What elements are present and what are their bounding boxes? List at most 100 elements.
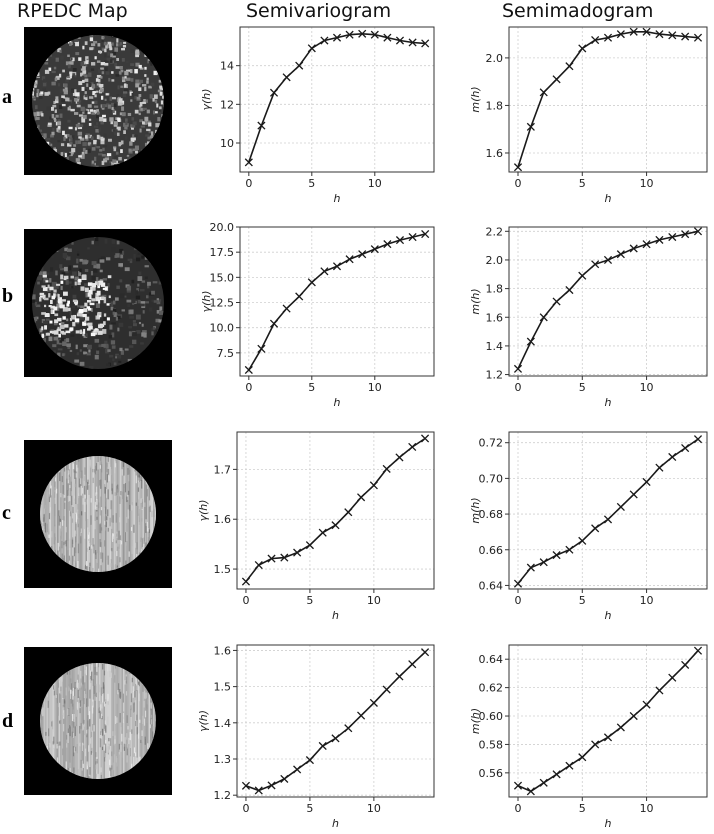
x-axis-label: h [334, 192, 341, 205]
data-point-marker [257, 344, 266, 353]
y-tick-label: 1.2 [214, 789, 232, 802]
data-point-marker [332, 262, 342, 271]
data-point-marker [681, 32, 690, 41]
data-point-marker [513, 163, 523, 172]
data-point-marker [370, 30, 379, 39]
data-point-marker [629, 490, 638, 499]
x-tick-label: 5 [306, 594, 313, 607]
data-point-marker [578, 44, 587, 53]
plot-frame [508, 226, 708, 377]
y-tick-label: 0.72 [479, 437, 504, 450]
y-axis-label: γ(h) [200, 290, 213, 312]
y-tick-label: 7.5 [217, 347, 235, 360]
data-point-marker [357, 493, 366, 502]
data-point-marker [539, 558, 548, 567]
x-tick-label: 5 [579, 594, 586, 607]
x-tick-label: 5 [579, 177, 586, 190]
data-point-marker [565, 285, 574, 295]
y-tick-label: 0.58 [479, 738, 504, 751]
data-point-marker [305, 541, 314, 550]
map-image-b [32, 237, 164, 369]
y-tick-label: 1.6 [486, 147, 504, 160]
data-point-marker [420, 648, 430, 657]
y-tick-label: 1.5 [214, 563, 232, 576]
chart-d-semivariogram: 0 5 10 1.2 1.3 1.4 1.5 1.6 h γ(h) [197, 644, 435, 830]
x-tick-label: 10 [367, 594, 381, 607]
series-line [245, 651, 426, 792]
x-tick-label: 10 [640, 802, 654, 815]
data-point-marker [681, 443, 690, 453]
data-point-marker [539, 88, 548, 97]
data-point-marker [395, 236, 405, 245]
plot-frame [508, 431, 708, 590]
y-tick-label: 0.68 [479, 508, 504, 521]
plot-b-semimadogram: 0 5 10 1.2 1.4 1.6 1.8 2.0 2.2 h m(h) [469, 223, 713, 412]
plot-d-semimadogram: 0 5 10 0.56 0.58 0.60 0.62 0.64 h m(h) [469, 641, 713, 833]
y-tick-label: 1.6 [214, 513, 232, 526]
data-point-marker [565, 62, 574, 71]
data-point-marker [320, 36, 329, 45]
map-image-a [32, 35, 164, 167]
data-point-marker [603, 515, 613, 524]
series-line [517, 31, 699, 168]
plot-c-semivariogram: 0 5 10 1.5 1.6 1.7 h γ(h) [197, 428, 440, 625]
x-tick-label: 10 [640, 594, 654, 607]
chart-a-semimadogram: 0 5 10 1.6 1.8 2.0 h m(h) [469, 26, 708, 205]
data-point-marker [681, 660, 690, 669]
data-point-marker [267, 554, 276, 563]
y-tick-label: 20.0 [210, 221, 235, 234]
y-tick-label: 12.5 [210, 297, 235, 310]
data-point-marker [526, 787, 535, 796]
data-point-marker [408, 442, 417, 452]
x-tick-label: 0 [242, 802, 249, 815]
y-tick-label: 1.8 [486, 283, 504, 296]
data-point-marker [616, 250, 625, 259]
data-point-marker [382, 685, 391, 694]
map-image-d [40, 663, 156, 779]
y-tick-label: 2.2 [486, 225, 504, 238]
y-tick-label: 0.70 [479, 472, 504, 485]
y-tick-label: 1.2 [486, 369, 504, 382]
x-axis-label: h [605, 609, 612, 622]
x-tick-label: 0 [245, 177, 252, 190]
data-point-marker [603, 33, 613, 42]
x-axis-label: h [334, 396, 341, 409]
chart-c-semivariogram: 0 5 10 1.5 1.6 1.7 h γ(h) [197, 431, 435, 622]
data-point-marker [552, 551, 561, 560]
chart-b-semivariogram: 0 5 10 7.5 10.0 12.5 15.0 17.5 20.0 h γ(h) [200, 221, 435, 409]
data-point-marker [383, 240, 392, 249]
x-tick-label: 10 [640, 177, 654, 190]
x-tick-label: 10 [640, 381, 654, 394]
y-tick-label: 0.66 [479, 544, 504, 557]
plot-frame [236, 431, 435, 590]
data-point-marker [539, 313, 548, 322]
chart-d-semimadogram: 0 5 10 0.56 0.58 0.60 0.62 0.64 h m(h) [469, 644, 708, 830]
data-point-marker [257, 121, 266, 130]
x-tick-label: 5 [579, 802, 586, 815]
data-point-marker [693, 435, 703, 444]
chart-b-semimadogram: 0 5 10 1.2 1.4 1.6 1.8 2.0 2.2 h m(h) [469, 225, 708, 409]
y-axis-label: m(h) [469, 288, 482, 314]
x-tick-label: 5 [306, 802, 313, 815]
data-point-marker [526, 563, 535, 572]
row-label-b: b [2, 285, 14, 307]
data-point-marker [513, 781, 523, 790]
data-point-marker [254, 786, 263, 795]
y-tick-label: 17.5 [210, 246, 235, 259]
data-point-marker [318, 741, 327, 751]
data-point-marker [655, 463, 664, 472]
data-point-marker [357, 711, 366, 720]
data-point-marker [369, 698, 378, 707]
y-tick-label: 10 [220, 137, 234, 150]
data-point-marker [408, 233, 417, 242]
x-tick-label: 5 [579, 381, 586, 394]
data-point-marker [668, 452, 677, 462]
data-point-marker [344, 724, 353, 733]
y-tick-label: 1.8 [486, 99, 504, 112]
data-point-marker [603, 733, 613, 742]
map-image-c [40, 456, 156, 572]
series-line [517, 650, 699, 793]
data-point-marker [395, 672, 404, 681]
data-point-marker [318, 528, 327, 537]
data-point-marker [655, 235, 664, 244]
